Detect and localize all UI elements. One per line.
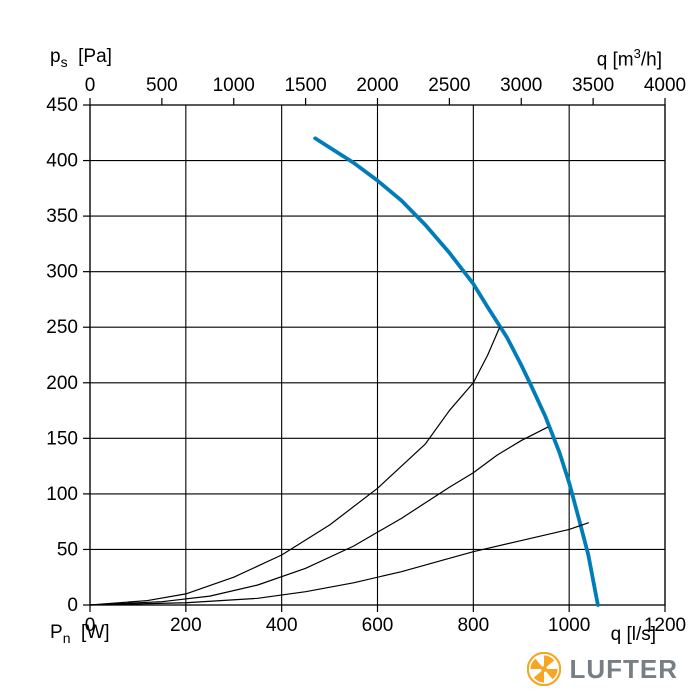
svg-text:3000: 3000 [500,75,542,96]
svg-text:1000: 1000 [213,75,255,96]
svg-text:800: 800 [457,615,489,636]
svg-text:0: 0 [67,595,78,616]
svg-text:2000: 2000 [356,75,398,96]
pn-axis-title: Pn [W] [50,622,110,646]
svg-text:1000: 1000 [548,615,590,636]
svg-text:3500: 3500 [572,75,614,96]
svg-text:350: 350 [46,206,78,227]
x-bottom-axis-title: q [l/s] [611,624,656,646]
svg-text:400: 400 [266,615,298,636]
svg-text:200: 200 [170,615,202,636]
x-top-axis-title: q [m3/h] [597,46,662,71]
svg-text:50: 50 [57,539,78,560]
svg-text:150: 150 [46,428,78,449]
svg-text:250: 250 [46,317,78,338]
svg-text:500: 500 [146,75,178,96]
y-axis-title: ps [Pa] [50,46,112,70]
svg-text:1500: 1500 [284,75,326,96]
lufter-logo: LUFTER [527,652,678,686]
svg-text:2500: 2500 [428,75,470,96]
chart-container: 0 500 1000 1500 2000 2500 3000 3500 4000 0 200 400 6… [0,0,700,700]
svg-text:100: 100 [46,484,78,505]
fan-curve-chart: 0 500 1000 1500 2000 2500 3000 3500 4000 0 200 400 6… [0,0,700,700]
svg-text:450: 450 [46,95,78,116]
svg-text:4000: 4000 [644,75,686,96]
svg-text:600: 600 [362,615,394,636]
svg-text:400: 400 [46,151,78,172]
svg-text:0: 0 [85,75,96,96]
logo-text: LUFTER [569,654,678,685]
svg-text:200: 200 [46,373,78,394]
fan-icon [527,652,561,686]
svg-text:300: 300 [46,262,78,283]
